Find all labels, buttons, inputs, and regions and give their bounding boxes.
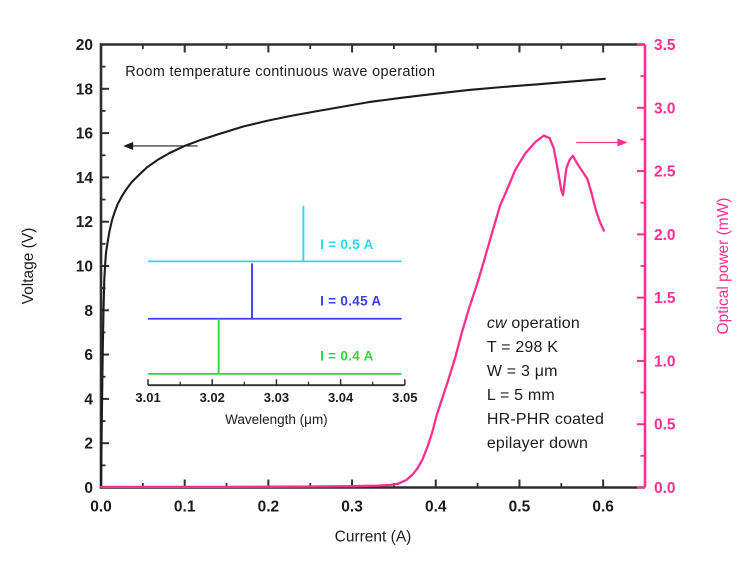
x-axis-ticks: 0.0 0.1 0.2 0.3 0.4 0.5 0.6 xyxy=(90,44,614,516)
optical-power-axis-label: Optical power (mW) xyxy=(715,198,732,335)
right-tick-label: 2.5 xyxy=(654,164,676,181)
left-tick-label: 2 xyxy=(84,436,93,453)
wavelength-axis-label: Wavelength (μm) xyxy=(225,412,328,427)
device-annotation-line: epilayer down xyxy=(487,435,588,452)
inset-tick-label: 3.05 xyxy=(392,390,417,405)
device-annotation: cw operation T = 298 K W = 3 μm L = 5 mm HR-… xyxy=(487,315,604,452)
right-tick-label: 3.0 xyxy=(654,100,676,117)
inset-spectrum-0.45: I = 0.45 A xyxy=(148,263,402,320)
spectrum-inset: 3.01 3.02 3.03 3.04 3.05 Wavelength (μm) I = 0… xyxy=(135,205,417,427)
device-annotation-line: W = 3 μm xyxy=(487,363,558,380)
device-annotation-line: L = 5 mm xyxy=(487,387,555,404)
voltage-curve xyxy=(99,77,606,489)
right-tick-label: 3.5 xyxy=(654,37,676,54)
chart-title: Room temperature continuous wave operati… xyxy=(125,64,435,80)
x-tick-label: 0.0 xyxy=(90,499,112,516)
spectrum-current-label: I = 0.5 A xyxy=(320,237,374,252)
spectrum-current-label: I = 0.45 A xyxy=(320,293,381,308)
arrow-head xyxy=(123,141,134,150)
left-tick-label: 16 xyxy=(76,126,94,143)
inset-tick-label: 3.02 xyxy=(200,390,225,405)
x-tick-label: 0.5 xyxy=(509,499,531,516)
x-tick-label: 0.2 xyxy=(258,499,280,516)
device-annotation-line: T = 298 K xyxy=(487,339,558,356)
voltage-axis-arrow xyxy=(123,141,198,150)
current-axis-label: Current (A) xyxy=(335,529,412,546)
device-annotation-line: cw operation xyxy=(487,315,580,332)
left-tick-label: 8 xyxy=(84,303,93,320)
inset-spectrum-0.5: I = 0.5 A xyxy=(148,205,402,263)
right-tick-label: 0.5 xyxy=(654,417,676,434)
arrow-head xyxy=(617,138,628,147)
inset-tick-label: 3.01 xyxy=(135,390,160,405)
device-annotation-line: HR-PHR coated xyxy=(487,411,604,428)
right-tick-label: 2.0 xyxy=(654,227,676,244)
left-tick-label: 0 xyxy=(84,480,93,497)
left-tick-label: 10 xyxy=(76,259,93,276)
x-tick-label: 0.1 xyxy=(174,499,196,516)
power-axis-arrow xyxy=(576,138,628,147)
x-tick-label: 0.6 xyxy=(592,499,614,516)
inset-tick-label: 3.04 xyxy=(328,390,354,405)
right-axis-ticks: 0.0 0.5 1.0 1.5 2.0 2.5 3.0 3.5 xyxy=(637,37,676,497)
voltage-axis-label: Voltage (V) xyxy=(20,228,37,305)
left-tick-label: 12 xyxy=(76,214,93,231)
right-tick-label: 0.0 xyxy=(654,480,676,497)
right-tick-label: 1.5 xyxy=(654,290,676,307)
x-tick-label: 0.3 xyxy=(341,499,363,516)
spectrum-current-label: I = 0.4 A xyxy=(320,349,374,364)
left-axis-ticks: 0 2 4 6 8 10 12 14 16 18 20 xyxy=(76,37,109,497)
right-tick-label: 1.0 xyxy=(654,353,676,370)
inset-tick-label: 3.03 xyxy=(264,390,289,405)
inset-spectrum-0.4: I = 0.4 A xyxy=(148,318,402,375)
left-tick-label: 14 xyxy=(76,170,94,187)
x-tick-label: 0.4 xyxy=(425,499,447,516)
optical-power-curve xyxy=(99,134,606,489)
left-tick-label: 20 xyxy=(76,37,93,54)
left-tick-label: 18 xyxy=(76,81,94,98)
left-tick-label: 6 xyxy=(84,347,93,364)
left-tick-label: 4 xyxy=(84,391,93,408)
